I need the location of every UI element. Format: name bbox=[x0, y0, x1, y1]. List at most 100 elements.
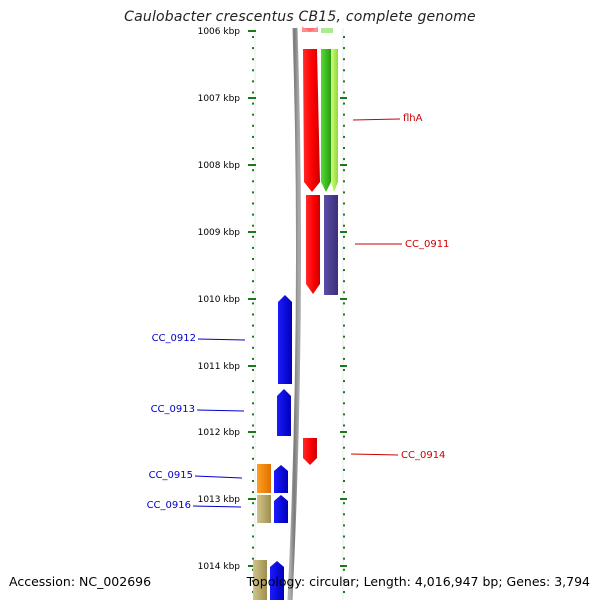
scale-dot bbox=[252, 335, 254, 338]
scale-dot bbox=[343, 446, 345, 449]
scale-dot bbox=[343, 335, 345, 338]
scale-dot bbox=[252, 191, 254, 194]
scale-dot bbox=[343, 579, 345, 582]
scale-dot bbox=[343, 147, 345, 149]
scale-dot bbox=[343, 369, 345, 371]
scale-dot bbox=[252, 446, 254, 449]
gene-cc0912[interactable] bbox=[278, 295, 292, 384]
gene-partial-olive[interactable] bbox=[253, 560, 267, 600]
scale-dot bbox=[343, 413, 345, 416]
scale-dot bbox=[343, 158, 345, 161]
scale-dot bbox=[252, 169, 254, 172]
scale-dot bbox=[252, 158, 254, 161]
leader-line bbox=[197, 338, 246, 341]
tick-label: 1009 kbp bbox=[198, 228, 241, 238]
gene-blue[interactable] bbox=[274, 495, 288, 523]
label-cc0911[interactable]: CC_0911 bbox=[405, 239, 449, 250]
scale-dot bbox=[343, 135, 345, 138]
leader-line bbox=[350, 453, 399, 456]
gene-partial-red[interactable] bbox=[302, 28, 318, 32]
scale-dot bbox=[343, 124, 345, 127]
scale-dot bbox=[252, 246, 254, 249]
scale-dot bbox=[343, 357, 345, 360]
scale-dot bbox=[343, 391, 345, 394]
scale-dot bbox=[343, 313, 345, 316]
scale-dot bbox=[252, 457, 254, 460]
scale-dot bbox=[252, 258, 254, 260]
scale-dot bbox=[252, 224, 254, 227]
gene-cc0914[interactable] bbox=[303, 438, 317, 465]
scale-dot bbox=[252, 346, 254, 349]
scale-dot bbox=[252, 102, 254, 105]
accession-text: Accession: NC_002696 bbox=[9, 574, 152, 589]
gene-cc0916[interactable] bbox=[257, 495, 271, 523]
scale-dot bbox=[343, 535, 345, 538]
gene-green[interactable] bbox=[321, 49, 331, 192]
gene-cc0915[interactable] bbox=[257, 464, 271, 493]
scale-dot bbox=[252, 91, 254, 94]
scale-dot bbox=[343, 402, 345, 405]
scale-dot bbox=[343, 202, 345, 205]
leader-line bbox=[352, 118, 401, 121]
scale-dot bbox=[343, 380, 345, 383]
scale-dot bbox=[343, 102, 345, 105]
label-cc0915[interactable]: CC_0915 bbox=[149, 470, 193, 481]
scale-dot bbox=[252, 291, 254, 294]
scale-dot bbox=[252, 47, 254, 50]
scale-dot bbox=[252, 480, 254, 482]
gene-partial-blue[interactable] bbox=[270, 561, 284, 600]
scale-dot bbox=[252, 113, 254, 116]
scale-dot bbox=[252, 524, 254, 527]
scale-dot bbox=[252, 69, 254, 72]
forward-genes bbox=[302, 26, 338, 465]
gene-partial-green[interactable] bbox=[321, 28, 333, 33]
gene-blue[interactable] bbox=[274, 465, 288, 493]
tick-label: 1010 kbp bbox=[198, 295, 241, 305]
label-cc0916[interactable]: CC_0916 bbox=[147, 500, 191, 511]
scale-dot bbox=[343, 235, 345, 238]
scale-dot bbox=[343, 502, 345, 505]
scale-dot bbox=[343, 591, 345, 593]
scale-dot bbox=[343, 491, 345, 494]
scale-dot bbox=[343, 47, 345, 50]
gene-cc0913[interactable] bbox=[277, 389, 291, 436]
scale-dot bbox=[252, 280, 254, 283]
scale-dot bbox=[343, 58, 345, 61]
scale-dot bbox=[343, 280, 345, 283]
gene-light-green[interactable] bbox=[331, 49, 338, 192]
scale-dot bbox=[252, 413, 254, 416]
leader-line bbox=[196, 409, 245, 412]
tick-label: 1012 kbp bbox=[198, 428, 241, 438]
leader-line bbox=[192, 505, 242, 508]
scale-dot bbox=[252, 535, 254, 538]
gene-flha[interactable] bbox=[303, 49, 320, 192]
gene-cc0911[interactable] bbox=[324, 195, 338, 295]
scale-dot bbox=[252, 180, 254, 183]
scale-dot bbox=[343, 324, 345, 327]
map-title: Caulobacter crescentus CB15, complete ge… bbox=[124, 9, 476, 25]
scale-dot bbox=[252, 502, 254, 505]
scale-dot bbox=[252, 435, 254, 438]
scale-dot bbox=[343, 258, 345, 260]
scale-dot bbox=[343, 424, 345, 427]
scale-dot bbox=[252, 135, 254, 138]
scale-dot bbox=[343, 180, 345, 183]
scale-dot bbox=[252, 202, 254, 205]
tick-label: 1013 kbp bbox=[198, 495, 241, 505]
gene-red[interactable] bbox=[306, 195, 320, 294]
scale-dot bbox=[343, 346, 345, 349]
scale-dot bbox=[252, 36, 254, 38]
scale-dot bbox=[252, 213, 254, 216]
scale-dot bbox=[343, 546, 345, 549]
label-cc0913[interactable]: CC_0913 bbox=[151, 404, 195, 415]
scale-dot bbox=[343, 435, 345, 438]
scale-dot bbox=[343, 513, 345, 516]
scale-dot bbox=[252, 269, 254, 272]
scale-dot bbox=[252, 424, 254, 427]
label-flha[interactable]: flhA bbox=[403, 113, 423, 124]
tick-label: 1007 kbp bbox=[198, 94, 241, 104]
label-cc0914[interactable]: CC_0914 bbox=[401, 450, 445, 461]
scale-dot bbox=[343, 113, 345, 116]
label-cc0912[interactable]: CC_0912 bbox=[152, 333, 196, 344]
